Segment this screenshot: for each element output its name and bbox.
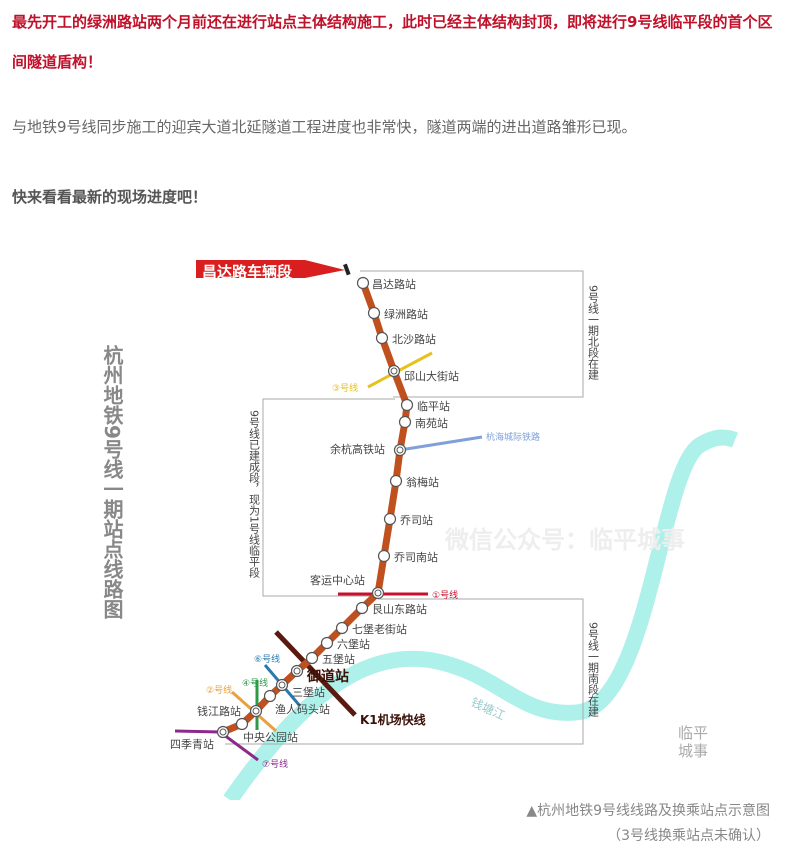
headline: 最先开工的绿洲路站两个月前还在进行站点主体结构施工，此时已经主体结构封顶，即将进… xyxy=(12,13,773,71)
line-label-l4: ④号线 xyxy=(242,677,268,689)
station: 中央公园站 xyxy=(235,717,298,744)
caption-line1: ▲杭州地铁9号线线路及换乘站点示意图 xyxy=(526,803,770,819)
station: 余杭高铁站 xyxy=(330,442,407,457)
station-label: 绿洲路站 xyxy=(384,307,428,321)
interchange-ring xyxy=(374,589,382,597)
station-label: 南苑站 xyxy=(415,416,448,430)
line-label-k1: K1机场快线 xyxy=(360,712,426,727)
station: 六堡站 xyxy=(320,636,370,651)
interchange-station-marker xyxy=(249,704,263,718)
station-marker xyxy=(335,621,349,635)
station: 临平站 xyxy=(400,398,450,413)
line-label-l1: ①号线 xyxy=(432,589,458,601)
interchange-ring xyxy=(252,707,260,715)
interchange-ring xyxy=(219,728,227,736)
station-marker xyxy=(377,549,391,563)
station-label: 五堡站 xyxy=(322,652,355,666)
depot-label: 昌达路车辆段 xyxy=(202,263,292,281)
station-marker xyxy=(367,306,381,320)
station: 四季青站 xyxy=(170,725,230,751)
interchange-ring xyxy=(293,667,301,675)
station: 御道站 xyxy=(290,664,349,685)
station-label: 中央公园站 xyxy=(243,730,298,744)
interchange-station-marker xyxy=(387,364,401,378)
station-marker xyxy=(320,636,334,650)
line-label-l7: ⑦号线 xyxy=(262,758,288,770)
station-label: 临平站 xyxy=(417,399,450,413)
map-title: 杭州地铁9号线一期站点线路图 xyxy=(100,344,124,620)
station: 乔司南站 xyxy=(377,549,438,564)
station-label: 艮山东路站 xyxy=(372,602,427,616)
logo: 临平城事 xyxy=(678,724,708,760)
north-note: 9号线一期北段在建 xyxy=(587,285,600,381)
depot-callout xyxy=(196,260,345,278)
interchange-station-marker xyxy=(393,443,407,457)
station: 客运中心站 xyxy=(310,573,385,600)
station-marker xyxy=(375,331,389,345)
station-label: 七堡老街站 xyxy=(352,622,407,636)
station: 三堡站 xyxy=(275,678,325,699)
station-label: 余杭高铁站 xyxy=(330,442,385,456)
line-label-intercity: 杭海城际铁路 xyxy=(486,431,540,443)
station: 南苑站 xyxy=(398,415,448,430)
station-label: 乔司南站 xyxy=(394,550,438,564)
station: 钱江路站 xyxy=(197,704,263,718)
line-intercity xyxy=(399,435,483,452)
station-label: 御道站 xyxy=(306,668,349,685)
station-marker xyxy=(383,512,397,526)
station-label: 六堡站 xyxy=(337,637,370,651)
station-label: 三堡站 xyxy=(292,685,325,699)
station: 艮山东路站 xyxy=(355,601,427,616)
interchange-station-marker xyxy=(371,586,385,600)
station: 邱山大街站 xyxy=(387,364,459,383)
segment-boxes xyxy=(225,270,584,745)
depot-marker xyxy=(343,263,351,276)
interchange-ring xyxy=(396,446,404,454)
line-k1 xyxy=(274,630,357,717)
station: 渔人码头站 xyxy=(263,689,330,716)
station-marker xyxy=(263,689,277,703)
station-label: 北沙路站 xyxy=(392,332,436,346)
station: 乔司站 xyxy=(383,512,433,527)
interchange-ring xyxy=(390,367,398,375)
line-label-l3: ③号线 xyxy=(332,382,358,394)
line-label-l2: ②号线 xyxy=(206,684,232,696)
station-label: 客运中心站 xyxy=(310,573,365,587)
station-marker xyxy=(305,651,319,665)
station-label: 乔司站 xyxy=(400,513,433,527)
station: 七堡老街站 xyxy=(335,621,407,636)
station-marker xyxy=(389,474,403,488)
paragraph: 与地铁9号线同步施工的迎宾大道北延隧道工程进度也非常快，隧道两端的进出道路雏形已… xyxy=(12,118,637,136)
station-label: 翁梅站 xyxy=(406,475,439,489)
middle-note: 9号线已建成段，现为1号线临平段 xyxy=(248,410,261,579)
station-marker xyxy=(355,601,369,615)
svg-text:城事: 城事 xyxy=(678,742,708,760)
metro-map: 钱塘江 微信公众号：临平城事 ③号线杭海城际铁路①号线⑥号线④号线②号线⑦号线K… xyxy=(100,260,738,800)
watermark: 微信公众号：临平城事 xyxy=(444,526,685,554)
svg-text:临平: 临平 xyxy=(678,724,708,742)
station: 五堡站 xyxy=(305,651,355,666)
station: 北沙路站 xyxy=(375,331,436,346)
interchange-ring xyxy=(278,681,286,689)
station-marker xyxy=(356,276,370,290)
station-marker xyxy=(398,415,412,429)
station-label: 邱山大街站 xyxy=(404,369,459,383)
caption-line2: （3号线换乘站点未确认） xyxy=(607,828,770,844)
station: 翁梅站 xyxy=(389,474,439,489)
station-label: 钱江路站 xyxy=(197,704,241,718)
station: 绿洲路站 xyxy=(367,306,428,321)
interchange-station-marker xyxy=(216,725,230,739)
river xyxy=(223,429,738,800)
station-marker xyxy=(235,717,249,731)
interchange-station-marker xyxy=(290,664,304,678)
callout: 快来看看最新的现场进度吧！ xyxy=(12,188,208,206)
station: 昌达路站 xyxy=(356,276,416,291)
station-label: 昌达路站 xyxy=(372,277,416,291)
line-label-l6: ⑥号线 xyxy=(254,653,280,665)
interchange-station-marker xyxy=(275,678,289,692)
station-marker xyxy=(400,398,414,412)
south-note: 9号线一期南段在建 xyxy=(587,622,600,718)
station-label: 渔人码头站 xyxy=(275,702,330,716)
station-label: 四季青站 xyxy=(170,737,214,751)
